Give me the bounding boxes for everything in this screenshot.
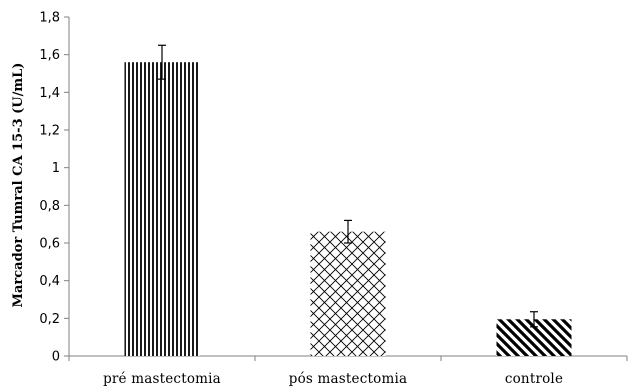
y-tick-label: 1,4 (39, 86, 60, 101)
y-tick-label: 0,2 (39, 312, 60, 327)
y-tick-label: 1,6 (39, 48, 60, 63)
y-tick-label: 1,8 (39, 11, 60, 26)
bar-1 (124, 62, 200, 356)
y-tick-label: 0 (52, 350, 60, 365)
y-tick-label: 0,4 (39, 274, 60, 289)
error-bar-1 (158, 44, 166, 80)
y-tick-label: 0,8 (39, 199, 60, 214)
error-bar-2 (344, 219, 352, 244)
y-axis-title: Marcador Tumral CA 15-3 (U/mL) (11, 63, 26, 308)
y-axis: 0 0,2 0,4 0,6 0,8 1 1,2 1,4 1,6 1,8 (39, 11, 69, 365)
error-bars (158, 44, 538, 328)
category-label: pós mastectomia (289, 371, 407, 387)
category-label: pré mastectomia (103, 371, 221, 387)
error-bar-3 (530, 311, 538, 328)
x-axis-ticks (68, 356, 628, 361)
y-tick-label: 1,2 (39, 124, 60, 139)
bars (124, 62, 572, 356)
y-tick-label: 0,6 (39, 237, 60, 252)
y-tick-label: 1 (52, 161, 60, 176)
bar-2 (310, 231, 386, 356)
x-axis: pré mastectomia pós mastectomia controle (103, 371, 563, 387)
category-label: controle (505, 371, 563, 387)
